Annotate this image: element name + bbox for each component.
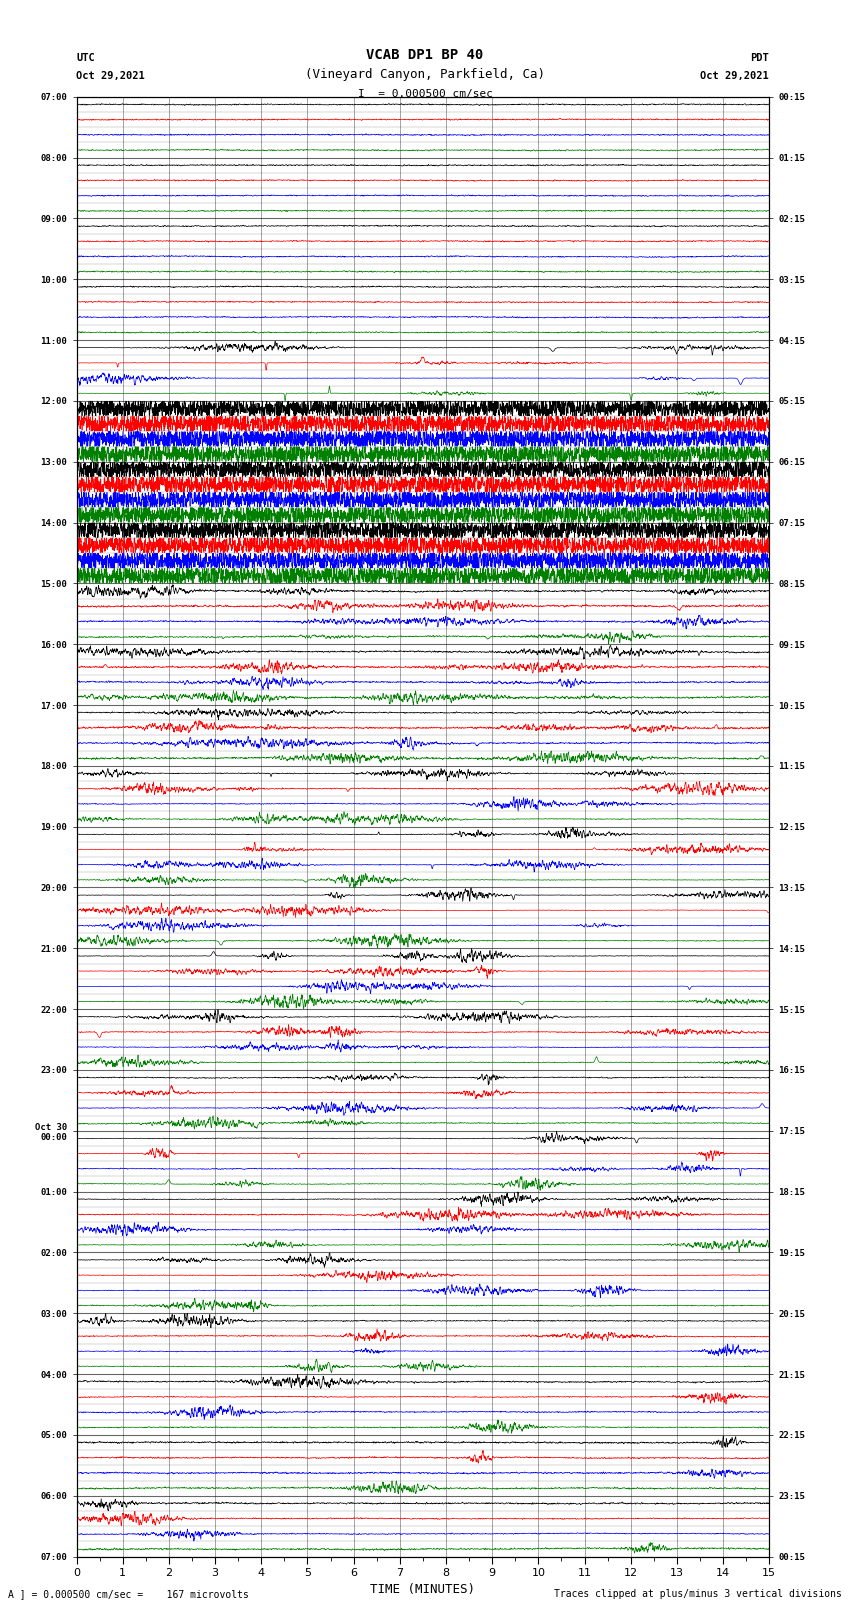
Text: PDT: PDT: [751, 53, 769, 63]
Text: VCAB DP1 BP 40: VCAB DP1 BP 40: [366, 48, 484, 63]
X-axis label: TIME (MINUTES): TIME (MINUTES): [371, 1582, 475, 1595]
Text: Oct 29,2021: Oct 29,2021: [76, 71, 145, 81]
Text: I  = 0.000500 cm/sec: I = 0.000500 cm/sec: [358, 89, 492, 100]
Text: Oct 29,2021: Oct 29,2021: [700, 71, 769, 81]
Text: UTC: UTC: [76, 53, 95, 63]
Text: A ] = 0.000500 cm/sec =    167 microvolts: A ] = 0.000500 cm/sec = 167 microvolts: [8, 1589, 249, 1598]
Text: Traces clipped at plus/minus 3 vertical divisions: Traces clipped at plus/minus 3 vertical …: [553, 1589, 842, 1598]
Text: (Vineyard Canyon, Parkfield, Ca): (Vineyard Canyon, Parkfield, Ca): [305, 68, 545, 82]
